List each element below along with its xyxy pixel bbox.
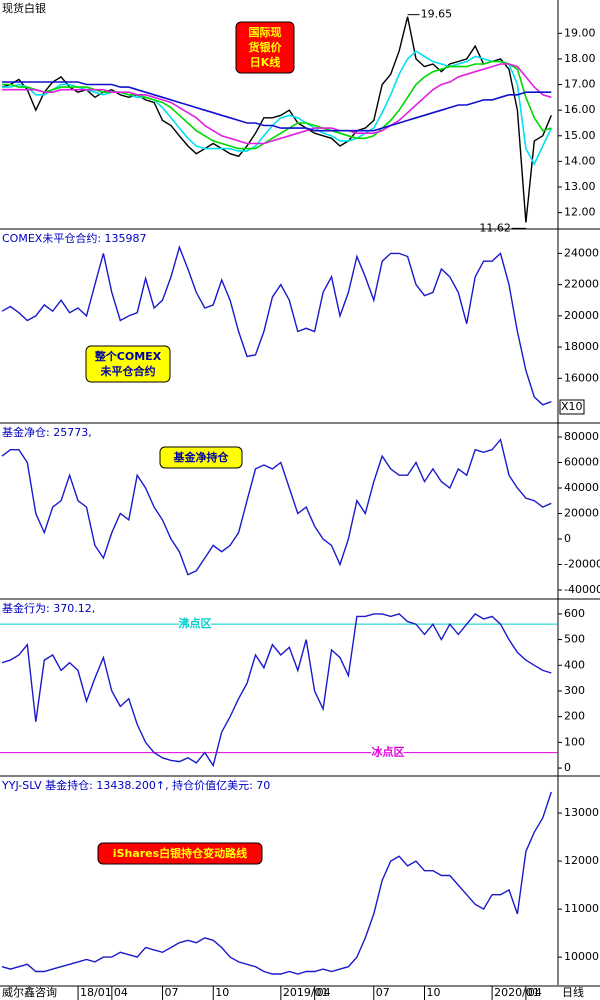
note-box	[97, 842, 263, 865]
y-tick-label: -20000	[564, 557, 600, 570]
unit-box	[559, 399, 585, 415]
series-line	[2, 81, 552, 132]
period-label: 日线	[562, 985, 584, 999]
x-tick-label: 2019/01	[283, 986, 329, 999]
panel-title: 现货白银	[2, 1, 46, 15]
note-text: 未平仓合约	[100, 364, 156, 378]
x-tick-label: 18/01	[80, 986, 112, 999]
y-tick-label: 14.00	[564, 154, 596, 167]
annotation-label: 11.62	[479, 221, 511, 234]
y-tick-label: 10000	[564, 950, 599, 963]
panel-title: 基金行为: 370.12,	[2, 601, 95, 615]
note-text: 国际现	[249, 25, 282, 39]
y-tick-label: 16.00	[564, 103, 596, 116]
x-tick-label: 10	[215, 986, 229, 999]
source-label: 威尔鑫咨询	[2, 985, 57, 999]
y-tick-label: 0	[564, 532, 571, 545]
y-tick-label: 20000	[564, 309, 599, 322]
y-tick-label: 0	[564, 761, 571, 774]
y-tick-label: 13.00	[564, 180, 596, 193]
annotation-label: 19.65	[421, 8, 453, 21]
series-line	[1, 245, 552, 406]
y-tick-label: 12000	[564, 854, 599, 867]
y-tick-label: 17.00	[564, 78, 596, 91]
unit-label: X10	[561, 400, 583, 413]
y-tick-label: 13000	[564, 806, 599, 819]
y-tick-label: 80000	[564, 430, 599, 443]
y-tick-label: 600	[564, 607, 585, 620]
y-tick-label: 18000	[564, 340, 599, 353]
note-text: iShares白银持仓变动路线	[113, 846, 247, 860]
reference-label: 冰点区	[372, 745, 405, 759]
y-tick-label: 40000	[564, 481, 599, 494]
note-text: 整个COMEX	[94, 349, 162, 363]
note-box	[85, 345, 171, 383]
reference-label: 沸点区	[179, 616, 212, 630]
x-tick-label: 2020/01	[494, 986, 540, 999]
y-tick-label: 200	[564, 710, 585, 723]
series-line	[1, 438, 552, 576]
y-tick-label: 60000	[564, 455, 599, 468]
series-line	[1, 612, 552, 768]
y-tick-label: 24000	[564, 246, 599, 259]
note-text: 日K线	[250, 55, 281, 69]
note-box	[159, 446, 243, 469]
y-tick-label: 16000	[564, 371, 599, 384]
note-text: 基金净持仓	[173, 450, 230, 464]
y-tick-label: 22000	[564, 278, 599, 291]
y-tick-label: 19.00	[564, 26, 596, 39]
y-tick-label: 500	[564, 633, 585, 646]
x-tick-label: 04	[317, 986, 331, 999]
panel-title: COMEX未平仓合约: 135987	[2, 231, 147, 245]
y-tick-label: 400	[564, 658, 585, 671]
y-tick-label: 300	[564, 684, 585, 697]
note-box	[235, 21, 295, 74]
x-tick-label: 07	[376, 986, 390, 999]
series-line	[1, 16, 552, 223]
note-text: 货银价	[248, 40, 283, 54]
x-tick-label: 07	[165, 986, 179, 999]
panel-title: 基金净仓: 25773,	[2, 425, 92, 439]
y-tick-label: 100	[564, 735, 585, 748]
y-tick-label: 12.00	[564, 206, 596, 219]
y-tick-label: 15.00	[564, 129, 596, 142]
series-line	[1, 791, 552, 975]
y-tick-label: 11000	[564, 902, 599, 915]
x-tick-label: 04	[114, 986, 128, 999]
y-tick-label: 20000	[564, 506, 599, 519]
x-tick-label: 04	[528, 986, 542, 999]
y-tick-label: -40000	[564, 583, 600, 596]
series-line	[2, 50, 553, 166]
panel-title: YYJ-SLV 基金持仓: 13438.200↑, 持仓价值亿美元: 70	[1, 778, 270, 792]
x-tick-label: 10	[427, 986, 441, 999]
y-tick-label: 18.00	[564, 52, 596, 65]
series-line	[2, 63, 552, 145]
